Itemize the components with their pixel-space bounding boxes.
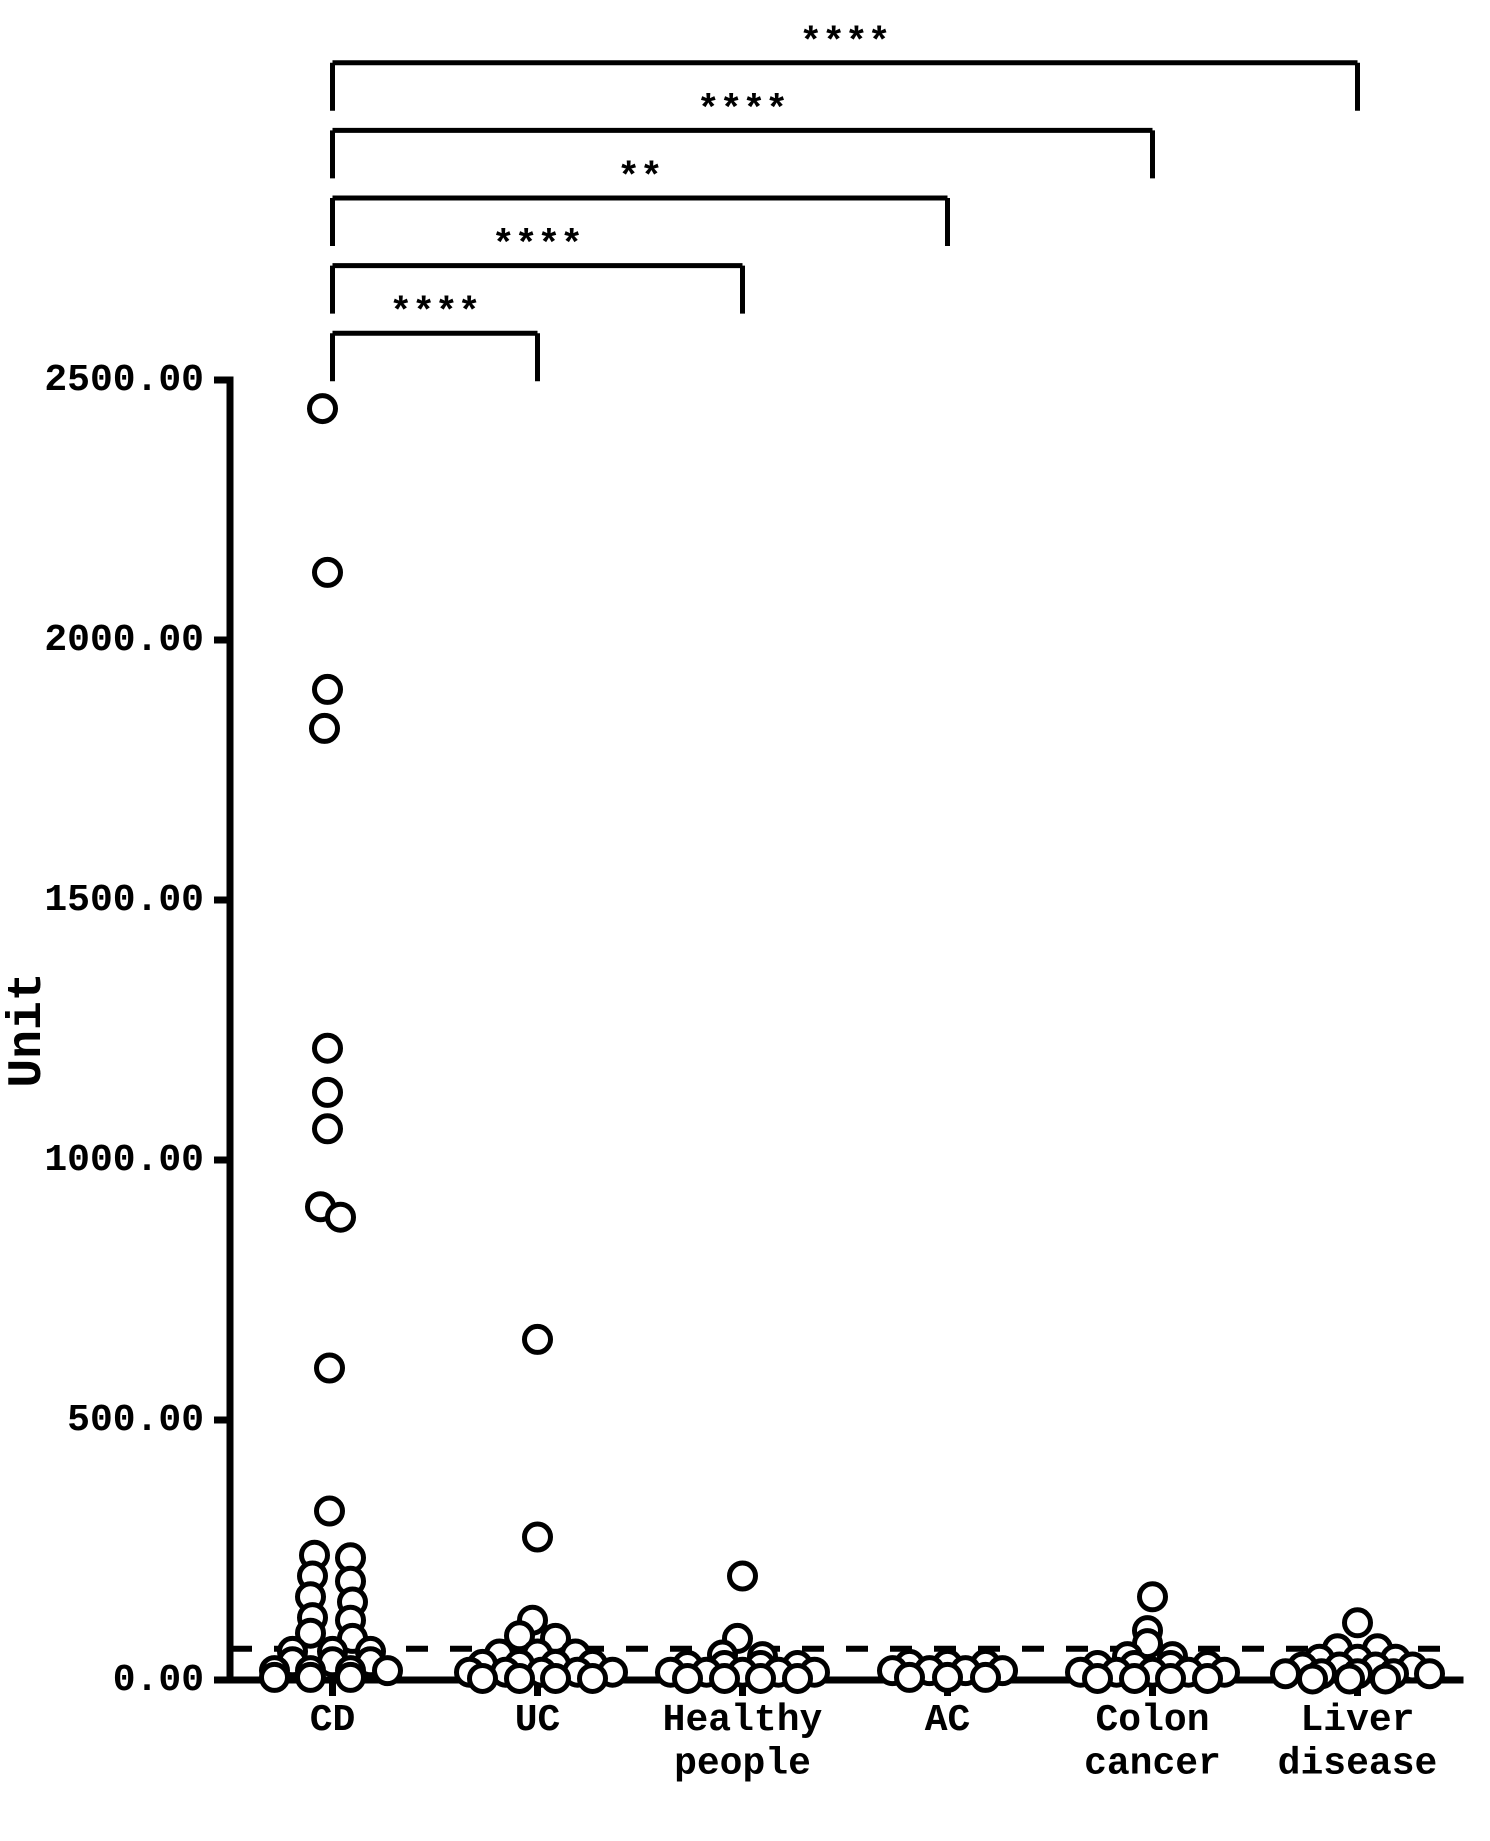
xtick-label: people — [674, 1743, 811, 1786]
xtick-label: disease — [1278, 1743, 1438, 1786]
scatter-chart: 0.00 500.00 1000.00 1500.00 2000.00 2500.00 Un… — [0, 0, 1490, 1841]
significance-label: **** — [389, 292, 480, 335]
data-point — [507, 1665, 533, 1691]
data-point — [543, 1665, 569, 1691]
data-point — [1122, 1665, 1148, 1691]
data-point — [1158, 1665, 1184, 1691]
data-point — [317, 1498, 343, 1524]
xtick-label: AC — [925, 1699, 971, 1742]
data-point — [580, 1665, 606, 1691]
data-point — [1417, 1661, 1443, 1687]
data-point — [525, 1326, 551, 1352]
ytick-label: 1000.00 — [44, 1139, 204, 1182]
data-point — [935, 1664, 961, 1690]
data-point — [317, 1355, 343, 1381]
significance-label: **** — [799, 22, 890, 65]
data-point — [525, 1524, 551, 1550]
data-point — [298, 1664, 324, 1690]
ytick-label: 1500.00 — [44, 879, 204, 922]
data-point — [328, 1204, 354, 1230]
data-point — [675, 1665, 701, 1691]
xtick-label: Healthy — [663, 1699, 823, 1742]
ytick-label: 500.00 — [67, 1399, 204, 1442]
xtick-label: Liver — [1300, 1699, 1414, 1742]
data-point — [730, 1563, 756, 1589]
xtick-label: Colon — [1095, 1699, 1209, 1742]
xtick-label: CD — [310, 1699, 356, 1742]
y-axis-label: Unit — [1, 972, 55, 1087]
data-point — [338, 1664, 364, 1690]
data-point — [312, 715, 338, 741]
data-point — [1337, 1666, 1363, 1692]
data-point — [785, 1665, 811, 1691]
ytick-label: 2000.00 — [44, 619, 204, 662]
data-point — [748, 1665, 774, 1691]
data-point — [315, 676, 341, 702]
data-point — [315, 559, 341, 585]
data-point — [375, 1658, 401, 1684]
data-point — [1345, 1610, 1371, 1636]
ytick-label: 0.00 — [113, 1659, 204, 1702]
data-point — [1300, 1666, 1326, 1692]
data-point — [1373, 1666, 1399, 1692]
significance-label: **** — [492, 225, 583, 268]
data-point — [1195, 1665, 1221, 1691]
significance-label: ** — [617, 157, 663, 200]
data-point — [310, 396, 336, 422]
xtick-label: UC — [515, 1699, 561, 1742]
data-point — [262, 1664, 288, 1690]
data-point — [315, 1116, 341, 1142]
data-point — [1085, 1665, 1111, 1691]
data-point — [973, 1664, 999, 1690]
data-point — [1273, 1661, 1299, 1687]
data-point — [712, 1665, 738, 1691]
data-point — [470, 1665, 496, 1691]
data-point — [315, 1035, 341, 1061]
data-point — [1140, 1584, 1166, 1610]
significance-label: **** — [697, 89, 788, 132]
data-point — [897, 1664, 923, 1690]
ytick-label: 2500.00 — [44, 359, 204, 402]
data-point — [315, 1079, 341, 1105]
xtick-label: cancer — [1084, 1743, 1221, 1786]
